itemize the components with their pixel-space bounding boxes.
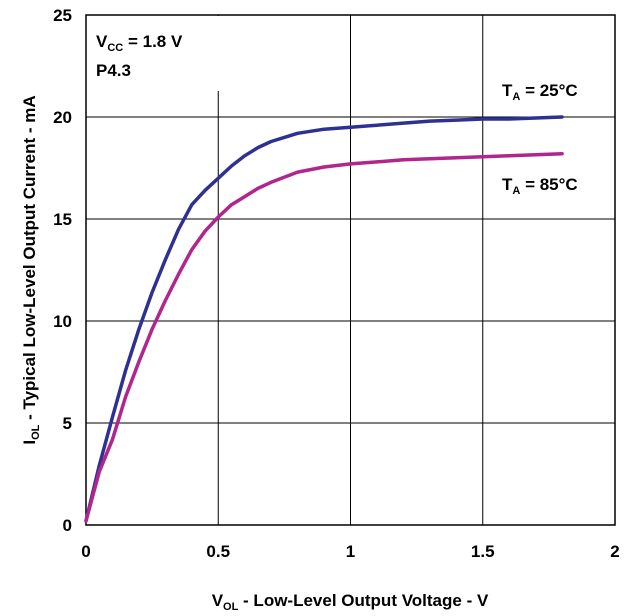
y-tick-label: 0 xyxy=(63,516,72,535)
vcc-annotation: VCC = 1.8 V xyxy=(96,32,183,54)
x-tick-label: 0 xyxy=(81,542,90,561)
y-tick-label: 15 xyxy=(53,210,72,229)
y-tick-label: 25 xyxy=(53,6,72,25)
x-tick-label: 1 xyxy=(346,542,355,561)
y-axis-label: IOL - Typical Low-Level Output Current -… xyxy=(20,95,42,444)
y-tick-label: 10 xyxy=(53,312,72,331)
annotation-background xyxy=(87,16,327,91)
x-tick-label: 0.5 xyxy=(206,542,230,561)
series-line-25c xyxy=(84,115,564,523)
grid xyxy=(86,15,615,525)
pin-annotation: P4.3 xyxy=(96,61,131,80)
y-tick-label: 20 xyxy=(53,108,72,127)
series-layer xyxy=(84,115,564,523)
plot-frame xyxy=(85,14,616,526)
y-tick-label: 5 xyxy=(63,414,72,433)
x-tick-label: 1.5 xyxy=(471,542,495,561)
x-tick-label: 2 xyxy=(610,542,619,561)
series-line-85c xyxy=(84,151,564,523)
series-label-85c: TA = 85°C xyxy=(502,175,578,197)
series-label-25c: TA = 25°C xyxy=(502,81,578,103)
x-axis-label: VOL - Low-Level Output Voltage - V xyxy=(212,591,489,613)
